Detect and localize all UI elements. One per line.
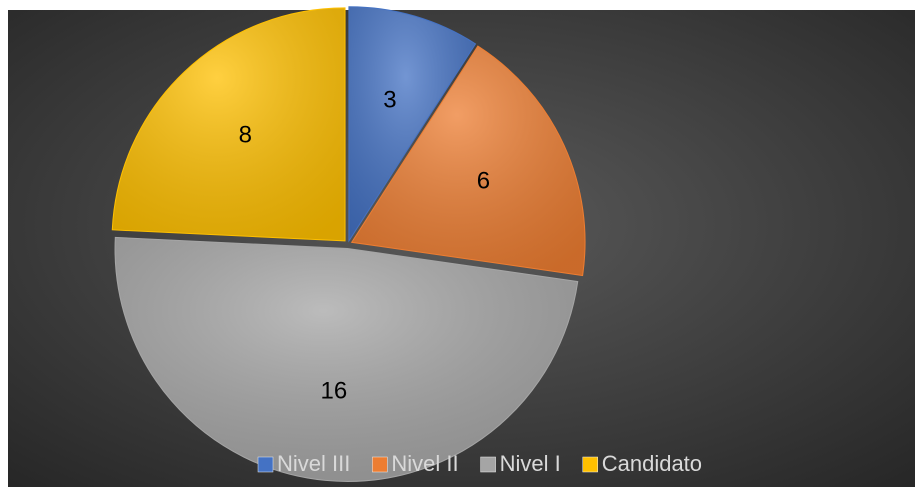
legend-swatch — [257, 456, 274, 473]
data-label: 16 — [321, 378, 348, 405]
legend-swatch — [582, 456, 598, 473]
slice-shine — [115, 237, 578, 481]
data-label: 8 — [239, 122, 252, 149]
legend-label: Nivel I — [500, 451, 561, 476]
pie — [111, 6, 586, 482]
slice-shine — [349, 7, 475, 240]
legend-label: Nivel III — [277, 451, 350, 476]
legend-swatch — [372, 456, 388, 473]
data-label: 6 — [477, 168, 490, 195]
legend: Nivel III Nivel II Nivel I Candidato — [257, 451, 702, 476]
legend-label: Nivel II — [391, 451, 458, 476]
data-labels: 3 6 16 8 — [239, 87, 490, 405]
legend-label: Candidato — [602, 451, 702, 476]
data-label: 3 — [383, 87, 396, 114]
slice-shine — [352, 46, 585, 275]
legend-swatch — [480, 456, 496, 473]
slice-shine — [112, 8, 345, 241]
